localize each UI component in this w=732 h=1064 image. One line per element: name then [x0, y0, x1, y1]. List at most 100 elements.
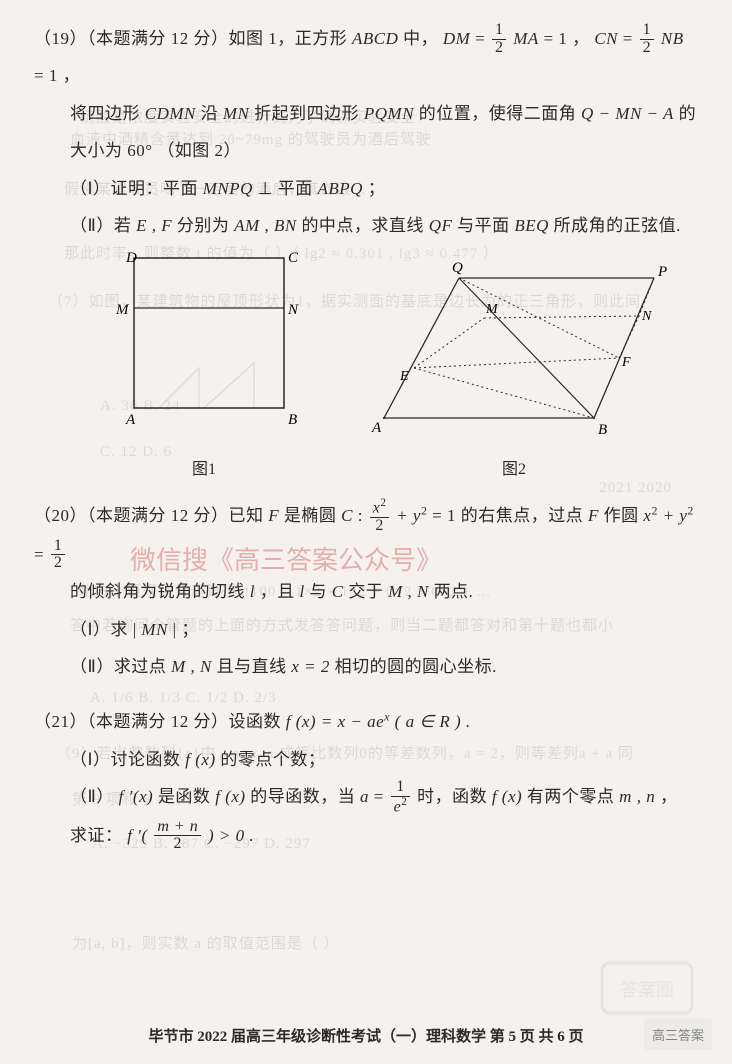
text: ，: [660, 787, 678, 806]
text: 求证：: [70, 826, 123, 845]
math: f (x): [185, 750, 215, 769]
text: （Ⅰ）求 |: [70, 620, 141, 639]
p19-line1: （19）（本题满分 12 分）如图 1，正方形 ABCD 中， DM = 12 …: [34, 20, 698, 95]
p20-line1: （20）（本题满分 12 分）已知 F 是椭圆 C : x22 + y2 = 1…: [34, 497, 698, 573]
text: 的倾斜角为锐角的切线: [70, 582, 250, 601]
text: 的位置，使得二面角: [419, 104, 581, 123]
text: ⊥ 平面: [258, 179, 318, 198]
faint-logo: 答案圈: [592, 958, 702, 1018]
math: C: [341, 506, 353, 525]
text: （Ⅱ）: [70, 787, 114, 806]
page-footer: 毕节市 2022 届高三年级诊断性考试（一）理科数学 第 5 页 共 6 页: [0, 1025, 732, 1046]
math: AM: [234, 216, 260, 235]
fraction: m + n2: [154, 819, 201, 854]
math: PQMN: [364, 104, 414, 123]
svg-text:B: B: [288, 412, 297, 428]
problem-21: （21）（本题满分 12 分）设函数 f (x) = x − aex ( a ∈…: [34, 703, 698, 854]
math: l: [250, 582, 255, 601]
math: f ′(: [127, 826, 147, 845]
text: 两点.: [434, 582, 474, 601]
text: 是椭圆: [284, 506, 341, 525]
math: MA: [513, 29, 539, 48]
svg-text:D: D: [125, 250, 137, 266]
p20-part2: （Ⅱ）求过点 M , N 且与直线 x = 2 相切的圆的圆心坐标.: [34, 648, 698, 685]
math: M , N: [171, 657, 212, 676]
math: M , N: [388, 582, 429, 601]
math: F: [588, 506, 599, 525]
problem-20: （20）（本题满分 12 分）已知 F 是椭圆 C : x22 + y2 = 1…: [34, 497, 698, 685]
math: ABCD: [352, 29, 398, 48]
math: m , n: [619, 787, 655, 806]
p21-prove: 求证： f ′( m + n2 ) > 0 .: [34, 817, 698, 854]
text: 折起到四边形: [254, 104, 364, 123]
svg-text:A: A: [125, 412, 136, 428]
text: 且与直线: [217, 657, 292, 676]
text: 时，函数: [417, 787, 492, 806]
fraction: 12: [492, 22, 507, 57]
text: （Ⅰ）证明：平面: [70, 179, 203, 198]
text: （Ⅱ）求过点: [70, 657, 171, 676]
math: E , F: [136, 216, 172, 235]
text: （如图 2）: [157, 141, 241, 160]
fraction: x22: [370, 498, 390, 535]
text: 相切的圆的圆心坐标.: [335, 657, 497, 676]
text: 中，: [403, 29, 438, 48]
p20-line2: 的倾斜角为锐角的切线 l ，且 l 与 C 交于 M , N 两点.: [34, 573, 698, 610]
figure-2: Q P M N E F A B 图2: [354, 258, 674, 479]
math: + y: [663, 506, 688, 525]
text: （Ⅰ）讨论函数: [70, 750, 185, 769]
math: f (x): [215, 787, 245, 806]
math: C: [332, 582, 344, 601]
fraction: 12: [640, 22, 655, 57]
text: =: [623, 29, 638, 48]
svg-text:M: M: [485, 302, 499, 317]
text: = 1 ，: [543, 29, 589, 48]
p19-part1: （Ⅰ）证明：平面 MNPQ ⊥ 平面 ABPQ ；: [34, 170, 698, 207]
text: | ；: [173, 620, 199, 639]
math: QF: [429, 216, 453, 235]
fraction: 12: [51, 538, 66, 573]
math: BEQ: [514, 216, 549, 235]
p20-part1: （Ⅰ）求 | MN | ；: [34, 611, 698, 648]
text: 的: [679, 104, 697, 123]
text: （20）（本题满分 12 分）已知: [34, 506, 268, 525]
svg-text:M: M: [115, 302, 130, 318]
text: 的右焦点，过点: [461, 506, 588, 525]
math: Q − MN − A: [581, 104, 674, 123]
math: BN: [274, 216, 297, 235]
text: ；: [368, 179, 386, 198]
text: = 1: [432, 506, 456, 525]
text: 大小为: [70, 141, 127, 160]
text: 的导函数，当: [250, 787, 360, 806]
page: 硫酸是浓度实验安全的进行式为了确保实验安全 血液中酒精含量达到 20~79mg …: [0, 0, 732, 1064]
p21-part1: （Ⅰ）讨论函数 f (x) 的零点个数；: [34, 741, 698, 778]
text: = 1 ，: [34, 66, 80, 85]
math: MNPQ: [203, 179, 253, 198]
text: 的中点，求直线: [301, 216, 428, 235]
ghost-text: 为[a, b]，则实数 a 的取值范围是（ ）: [72, 932, 340, 953]
ghost-text: 2021 2020: [599, 480, 672, 497]
text: 与平面: [457, 216, 514, 235]
math: f ′(x): [119, 787, 154, 806]
text: =: [374, 787, 389, 806]
text: （21）（本题满分 12 分）设函数: [34, 712, 286, 731]
text: 是函数: [158, 787, 215, 806]
figure1-label: 图1: [104, 455, 304, 479]
text: 与: [309, 582, 331, 601]
math: f (x): [492, 787, 522, 806]
svg-text:B: B: [598, 422, 607, 438]
text: 的零点个数；: [220, 750, 325, 769]
svg-text:N: N: [287, 302, 299, 318]
svg-text:E: E: [399, 369, 409, 384]
math: NB: [661, 29, 684, 48]
svg-text:C: C: [288, 250, 299, 266]
math: x = 2: [291, 657, 330, 676]
text: （Ⅱ）若: [70, 216, 136, 235]
math: F: [268, 506, 279, 525]
math: + y: [396, 506, 421, 525]
text: 有两个零点: [527, 787, 619, 806]
math: l: [299, 582, 304, 601]
text: =: [475, 29, 490, 48]
math: CDMN: [145, 104, 196, 123]
svg-text:A: A: [371, 420, 382, 436]
